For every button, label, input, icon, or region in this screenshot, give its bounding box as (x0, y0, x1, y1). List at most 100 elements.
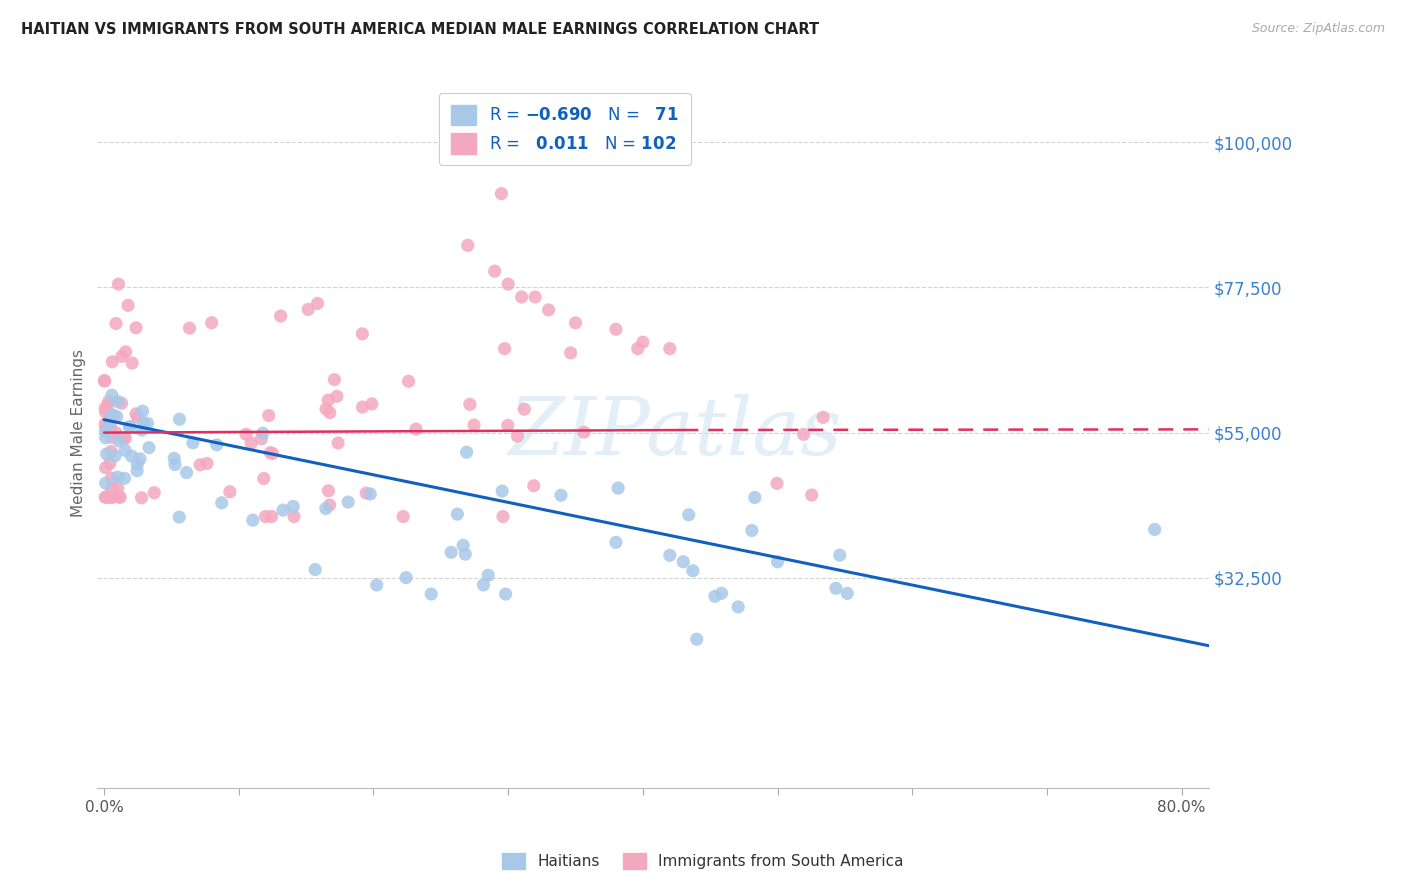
Point (188, 458, 211, 472)
Point (114, 471, 136, 485)
Point (523, 479, 546, 493)
Point (127, 464, 149, 478)
Point (495, 587, 517, 601)
Point (242, 513, 264, 527)
Point (125, 321, 148, 335)
Point (101, 430, 124, 444)
Point (607, 481, 630, 495)
Point (686, 632, 709, 647)
Point (472, 578, 495, 592)
Point (254, 509, 277, 524)
Point (572, 425, 595, 440)
Point (766, 476, 789, 491)
Point (457, 238, 479, 252)
Point (262, 446, 284, 460)
Point (319, 406, 342, 420)
Point (446, 507, 468, 521)
Point (107, 394, 129, 409)
Point (825, 582, 848, 596)
Point (100, 444, 122, 458)
Legend: R = $\mathbf{-0.690}$   N =   $\mathbf{71}$, R =   $\mathbf{0.011}$   N = $\math: R = $\mathbf{-0.690}$ N = $\mathbf{71}$,… (439, 93, 690, 165)
Point (181, 435, 204, 450)
Point (100, 409, 122, 424)
Point (235, 427, 257, 442)
Point (800, 488, 823, 502)
Point (513, 402, 536, 417)
Point (107, 277, 129, 291)
Point (560, 346, 582, 360)
Point (94, 425, 117, 439)
Point (132, 417, 155, 431)
Point (94, 401, 117, 416)
Point (94, 460, 117, 475)
Point (496, 418, 519, 433)
Point (94, 417, 117, 431)
Point (107, 490, 129, 504)
Point (477, 109, 499, 123)
Point (627, 342, 650, 356)
Point (167, 510, 190, 524)
Point (97, 394, 120, 409)
Point (100, 421, 122, 435)
Point (105, 425, 128, 440)
Point (108, 434, 131, 448)
Point (110, 490, 132, 504)
Point (270, 309, 292, 323)
Point (121, 356, 143, 370)
Point (793, 427, 815, 442)
Point (98, 490, 121, 504)
Point (395, 571, 418, 585)
Point (260, 509, 283, 524)
Point (143, 485, 166, 500)
Point (451, 538, 474, 552)
Legend: Haitians, Immigrants from South America: Haitians, Immigrants from South America (496, 847, 910, 875)
Point (307, 296, 329, 310)
Point (96, 447, 118, 461)
Point (484, 264, 506, 278)
Point (440, 545, 463, 559)
Point (1143, 523, 1166, 537)
Point (744, 491, 766, 505)
Point (326, 436, 349, 450)
Point (352, 400, 374, 414)
Text: ZIPatlas: ZIPatlas (509, 394, 842, 471)
Point (510, 290, 533, 304)
Point (392, 509, 415, 524)
Point (550, 488, 572, 502)
Point (131, 491, 153, 505)
Point (112, 431, 135, 445)
Point (96, 398, 118, 412)
Point (631, 335, 654, 350)
Point (201, 316, 224, 330)
Point (366, 578, 388, 592)
Point (304, 563, 326, 577)
Point (494, 342, 516, 356)
Point (101, 408, 124, 422)
Point (361, 397, 384, 411)
Point (98, 417, 121, 431)
Point (121, 449, 143, 463)
Point (283, 500, 305, 514)
Point (253, 471, 276, 485)
Point (127, 410, 149, 425)
Point (211, 496, 233, 510)
Point (111, 350, 134, 364)
Point (94, 476, 117, 491)
Point (315, 401, 337, 416)
Point (524, 290, 547, 304)
Point (94, 490, 117, 504)
Point (315, 501, 337, 516)
Point (205, 438, 228, 452)
Point (259, 446, 281, 460)
Point (136, 417, 159, 431)
Point (125, 407, 148, 421)
Point (811, 410, 834, 425)
Point (337, 495, 360, 509)
Point (359, 487, 381, 501)
Text: Source: ZipAtlas.com: Source: ZipAtlas.com (1251, 22, 1385, 36)
Point (163, 451, 186, 466)
Point (107, 481, 129, 495)
Point (100, 471, 122, 485)
Point (250, 432, 273, 446)
Point (94, 405, 117, 419)
